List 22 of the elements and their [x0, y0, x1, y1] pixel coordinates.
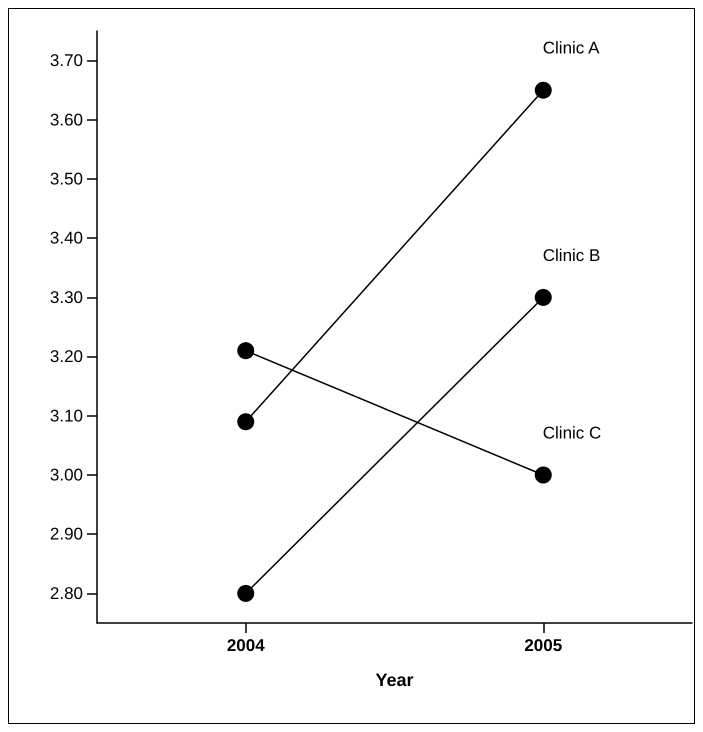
point	[237, 342, 254, 360]
y-tick-label: 3.00	[50, 466, 83, 484]
y-tick-label: 3.10	[50, 406, 83, 426]
y-tick-label: 3.20	[50, 347, 83, 366]
point	[534, 82, 552, 99]
series-label: Clinic A	[542, 38, 600, 58]
y-tick-label: 3.70	[50, 51, 83, 70]
y-tick-label: 3.60	[50, 110, 83, 130]
point	[237, 413, 254, 430]
point	[534, 466, 552, 484]
y-tick-label: 2.90	[50, 524, 83, 544]
point	[237, 584, 254, 602]
x-tick-label: 2005	[524, 636, 562, 655]
y-tick-label: 3.40	[50, 228, 83, 248]
point	[534, 288, 552, 306]
x-tick-label: 2004	[226, 636, 266, 655]
y-tick-label: 3.30	[50, 288, 83, 307]
series-label: Clinic B	[542, 246, 600, 265]
y-tick-label: 3.50	[50, 170, 83, 188]
y-tick-label: 2.80	[50, 584, 83, 603]
series-label: Clinic C	[542, 424, 602, 442]
x-axis-title: Year	[375, 670, 414, 690]
